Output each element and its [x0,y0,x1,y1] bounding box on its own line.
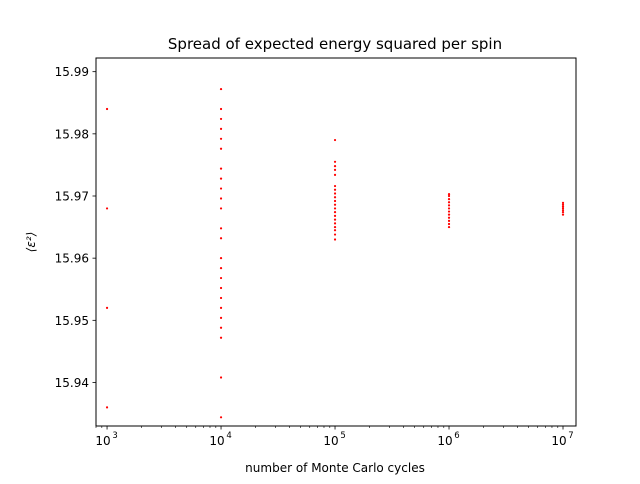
data-point [219,316,223,319]
x-tick-label: 10 [323,434,338,448]
data-point [333,218,337,221]
data-point [333,229,337,232]
plot-frame [95,57,577,427]
y-tick-label: 15.99 [55,65,89,79]
data-point [219,286,223,290]
data-point [219,107,223,111]
data-point [333,238,337,241]
data-point [219,237,223,240]
data-point [333,207,337,210]
data-point [333,138,337,142]
y-tick-label: 15.98 [55,127,89,141]
data-point [447,207,451,210]
data-point [105,406,109,409]
x-tick-exponent: 4 [226,431,231,441]
data-point [219,137,223,140]
data-point [333,173,337,176]
y-tick-label: 15.94 [55,376,89,390]
data-point [447,198,451,201]
data-point [219,336,223,339]
data-points [105,87,565,419]
data-point [333,196,337,199]
data-point [561,211,565,214]
x-axis-label: number of Monte Carlo cycles [245,461,425,475]
data-point [333,233,337,236]
data-point [219,306,223,309]
data-point [561,213,565,216]
data-point [447,216,451,219]
x-tick-label: 10 [209,434,224,448]
data-point [219,326,223,329]
data-point [333,160,337,163]
x-tick-label: 10 [551,434,566,448]
data-point [447,201,451,204]
data-point [333,165,337,168]
data-point [333,168,337,171]
y-axis-label: ⟨ε²⟩ [24,232,38,253]
data-point [219,127,223,130]
data-point [333,184,337,188]
data-point [333,199,337,203]
data-point [219,227,223,230]
data-point [219,167,223,170]
data-point [447,193,451,196]
data-point [561,209,565,212]
data-point [333,211,337,214]
data-point [561,205,565,208]
data-point [105,107,109,111]
x-tick-exponent: 3 [112,431,117,441]
data-point [219,177,223,180]
chart-title: Spread of expected energy squared per sp… [168,35,502,53]
data-point [447,222,451,226]
data-point [333,214,337,217]
data-point [333,192,337,195]
data-point [105,207,109,210]
data-point [219,187,223,190]
x-tick-exponent: 7 [568,431,573,441]
x-axis: 10 3 10 4 10 5 10 6 10 7 [95,426,574,448]
data-point [447,213,451,216]
data-point [219,276,223,280]
y-tick-label: 15.95 [55,314,89,328]
x-tick-label: 10 [437,434,452,448]
data-point [219,296,223,300]
data-point [105,306,109,309]
x-tick-exponent: 5 [340,431,345,441]
y-axis: 15.94 15.95 15.96 15.97 15.98 15.99 [55,65,96,390]
data-point [219,197,223,200]
data-point [219,267,223,270]
data-point [219,87,223,91]
y-tick-label: 15.97 [55,190,89,204]
data-point [561,203,565,206]
data-point [333,225,337,229]
data-point [447,194,451,198]
data-point [561,201,565,204]
data-point [219,147,223,150]
y-tick-label: 15.96 [55,252,89,266]
data-point [447,219,451,222]
data-point [447,225,451,229]
data-point [219,257,223,260]
data-point [219,207,223,210]
data-point [219,376,223,379]
data-point [333,203,337,206]
data-point [447,204,451,207]
data-point [219,117,223,121]
data-point [333,222,337,225]
x-tick-exponent: 6 [454,431,459,441]
x-tick-label: 10 [95,434,110,448]
data-point [561,207,565,210]
data-point [219,416,223,419]
data-point [333,188,337,191]
data-point [447,210,451,213]
